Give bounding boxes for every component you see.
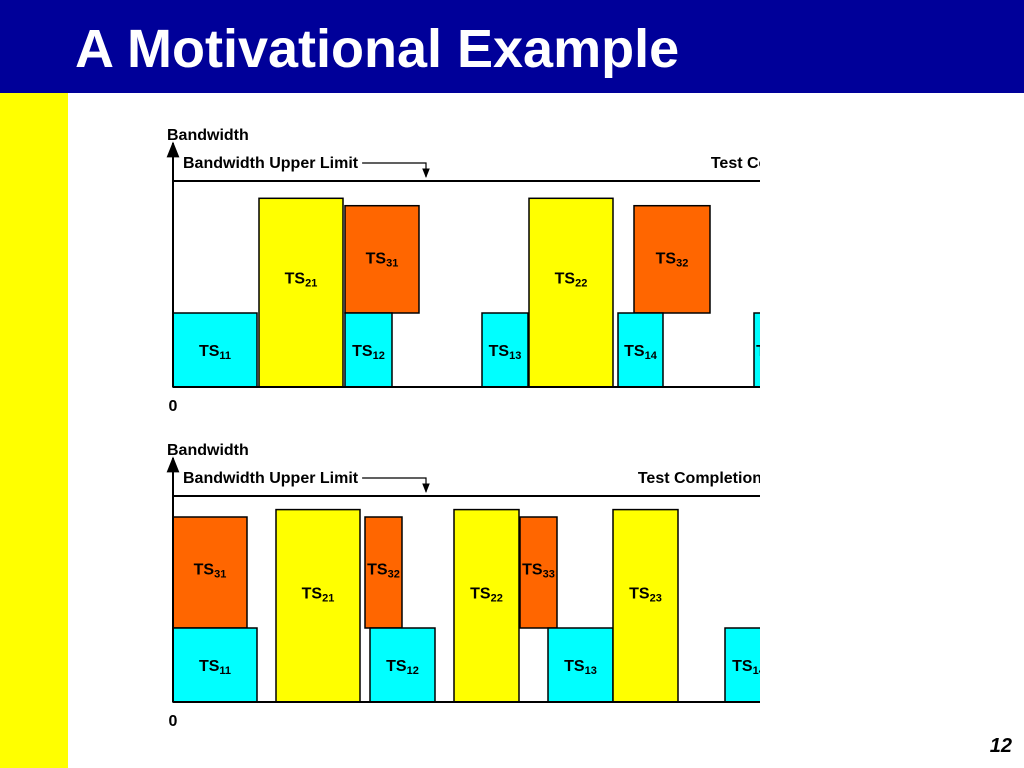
test-completion-label: Test Completion <box>711 155 760 172</box>
block-ts13 <box>481 312 529 388</box>
block-label-ts31: TS31 <box>366 250 399 269</box>
block-label-ts14: TS14 <box>624 343 658 362</box>
block-ts22 <box>528 197 614 388</box>
limit-pointer-arrow <box>362 162 430 178</box>
page-number: 12 <box>989 735 1012 757</box>
title-bar: A Motivational Example <box>0 0 1024 93</box>
y-axis-label: Bandwidth <box>167 127 249 144</box>
block-label-ts32: TS32 <box>367 562 400 581</box>
block-label-ts31: TS31 <box>194 562 227 581</box>
y-axis-label: Bandwidth <box>167 442 249 459</box>
block-label-ts22: TS22 <box>555 271 588 290</box>
block-label-ts32: TS32 <box>656 250 689 269</box>
block-ts32 <box>633 204 711 314</box>
block-label-ts12: TS12 <box>352 343 385 362</box>
origin-label: 0 <box>169 398 178 415</box>
side-bar <box>0 93 68 768</box>
block-ts31 <box>172 516 248 629</box>
block-ts15 <box>753 312 760 388</box>
block-ts14 <box>617 312 664 388</box>
block-label-ts11: TS11 <box>199 343 231 362</box>
bandwidth-upper-limit-label: Bandwidth Upper Limit <box>183 155 359 172</box>
block-label-ts15: TS15 <box>756 343 760 362</box>
slide-title: A Motivational Example <box>75 19 680 79</box>
block-label-ts11: TS11 <box>199 658 231 677</box>
block-label-ts23: TS23 <box>629 586 662 605</box>
block-ts12 <box>369 627 436 703</box>
block-label-ts22: TS22 <box>470 586 503 605</box>
schedule-diagram-top: TS11TS21TS31TS12TS13TS22TS32TS14TS15TS23… <box>166 127 760 415</box>
block-label-ts12: TS12 <box>386 658 419 677</box>
block-ts31 <box>344 204 420 314</box>
block-ts32 <box>364 516 403 629</box>
block-ts21 <box>275 508 361 703</box>
block-label-ts13: TS13 <box>489 343 522 362</box>
block-label-ts33: TS33 <box>522 562 555 581</box>
block-ts23 <box>612 508 679 703</box>
block-label-ts21: TS21 <box>302 586 335 605</box>
block-ts21 <box>258 197 344 388</box>
bandwidth-upper-limit-label: Bandwidth Upper Limit <box>183 470 359 487</box>
test-completion-label: Test Completion <box>638 470 760 487</box>
block-ts22 <box>453 508 520 703</box>
block-ts11 <box>172 312 258 388</box>
block-ts33 <box>519 516 558 629</box>
limit-pointer-arrow <box>362 477 430 493</box>
block-label-ts14: TS14 <box>732 658 760 677</box>
origin-label: 0 <box>169 713 178 730</box>
block-label-ts21: TS21 <box>285 271 318 290</box>
schedule-diagram-bottom: TS31 TS11 TS21 TS32 TS12 TS22 TS33 TS13 TS23 TS14… <box>166 442 760 730</box>
block-label-ts13: TS13 <box>564 658 597 677</box>
